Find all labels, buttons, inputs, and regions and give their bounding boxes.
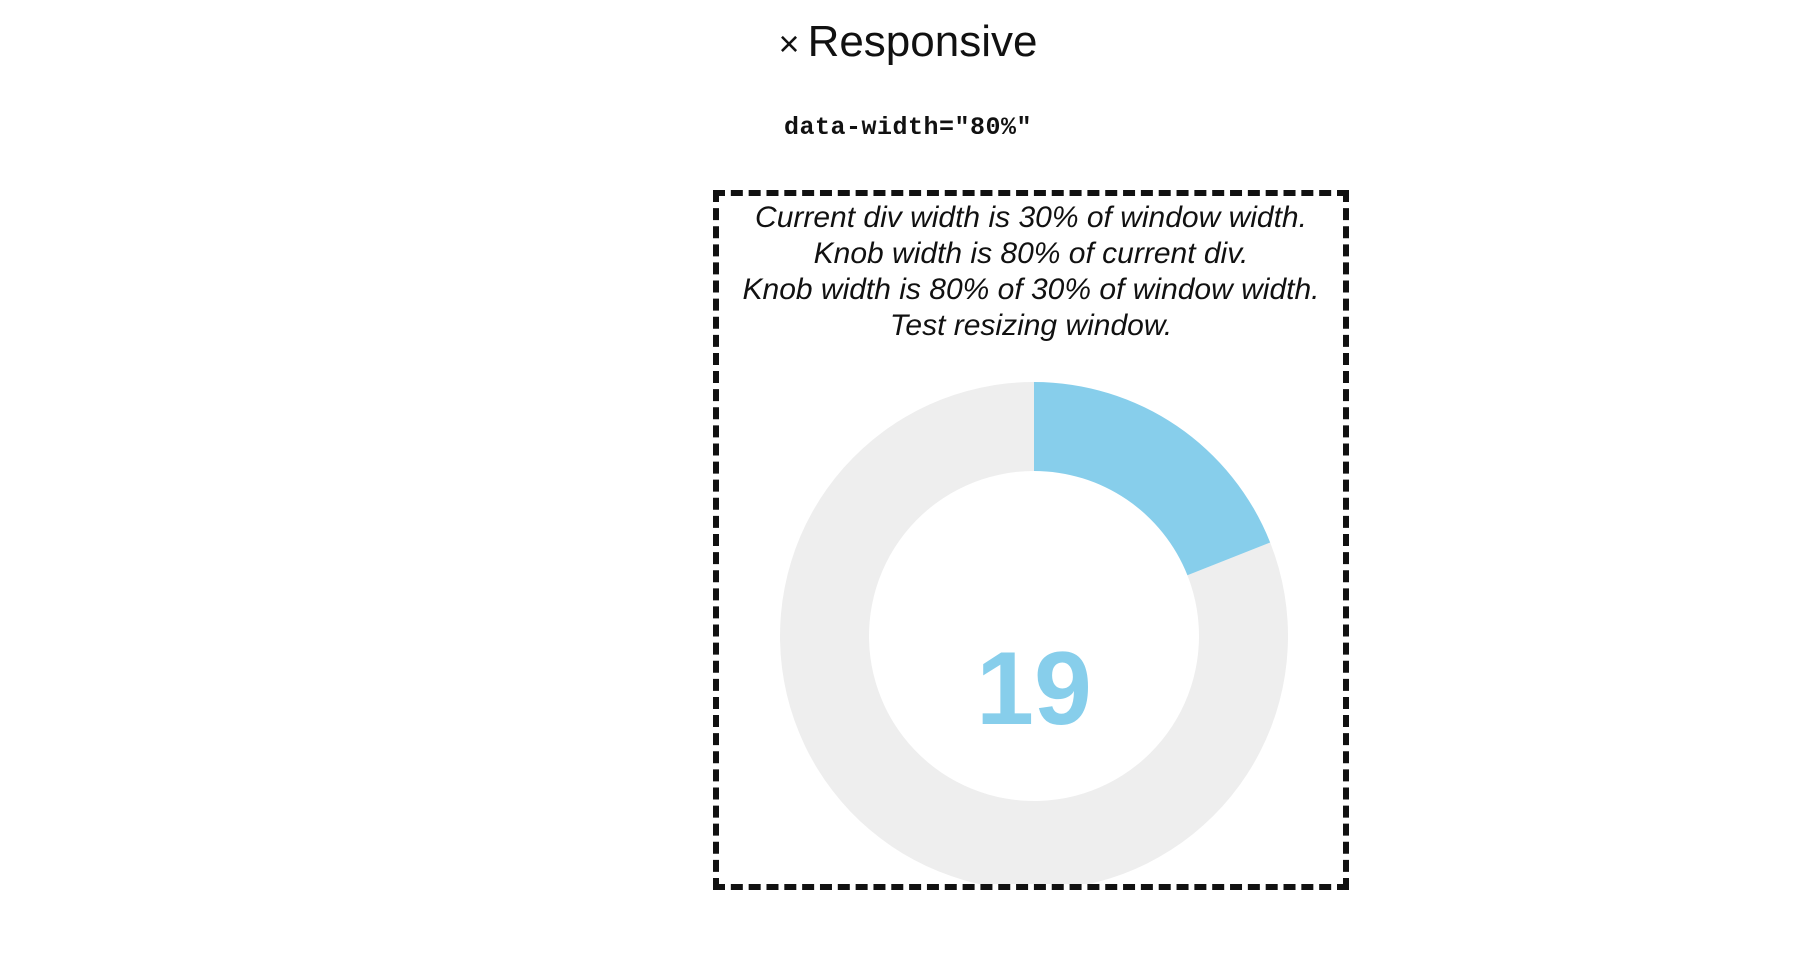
- description-line: Knob width is 80% of 30% of window width…: [742, 273, 1320, 306]
- page-title: × Responsive: [0, 16, 1816, 70]
- knob-value[interactable]: 19: [976, 631, 1092, 747]
- knob-svg[interactable]: [719, 196, 1343, 884]
- knob-track[interactable]: [780, 382, 1288, 884]
- responsive-demo-container: Current div width is 30% of window width…: [713, 190, 1349, 890]
- page-title-text: Responsive: [807, 17, 1038, 66]
- knob-fill-arc[interactable]: [1034, 382, 1271, 576]
- code-snippet: data-width="80%": [783, 113, 1033, 142]
- description-line: Knob width is 80% of current div.: [813, 237, 1249, 270]
- description-line: Test resizing window.: [889, 309, 1173, 342]
- description-line: Current div width is 30% of window width…: [755, 201, 1307, 234]
- close-icon[interactable]: ×: [778, 23, 800, 64]
- description: Current div width is 30% of window width…: [719, 196, 1343, 344]
- knob-dial[interactable]: 19: [719, 196, 1343, 884]
